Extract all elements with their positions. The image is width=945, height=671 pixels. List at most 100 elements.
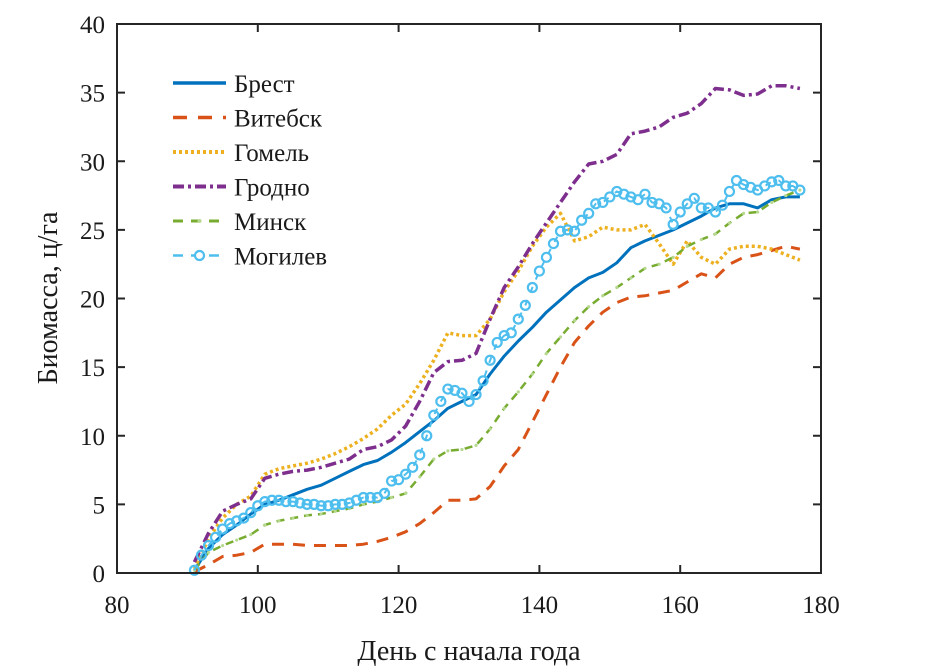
data-point: [756, 210, 760, 214]
data-point: [583, 207, 595, 220]
data-point: [699, 237, 703, 242]
x-tick-label: 80: [105, 592, 130, 619]
data-point: [322, 500, 334, 512]
data-point: [280, 496, 292, 508]
data-point: [329, 498, 341, 510]
data-point: [414, 449, 426, 461]
series-line: [193, 244, 801, 573]
data-point: [235, 538, 239, 542]
data-point: [773, 174, 785, 187]
data-point: [554, 225, 567, 237]
data-point: [709, 206, 722, 218]
series-5: [188, 174, 806, 576]
data-point: [681, 198, 693, 210]
y-tick-label: 25: [80, 218, 105, 245]
data-point: [741, 211, 746, 216]
data-point: [615, 285, 619, 290]
y-tick-label: 5: [93, 492, 106, 519]
data-point: [491, 336, 503, 349]
series-2: [192, 211, 801, 570]
x-tick-label: 100: [239, 592, 277, 619]
data-point: [540, 251, 553, 263]
x-tick-label: 160: [661, 592, 699, 619]
data-point: [629, 276, 633, 280]
data-point: [519, 299, 531, 311]
data-point: [784, 193, 788, 198]
data-point: [590, 198, 602, 210]
data-point: [301, 498, 313, 510]
legend-label: Могилев: [234, 244, 327, 271]
legend-item: Гродно: [173, 175, 310, 202]
y-tick-label: 0: [93, 561, 106, 588]
data-point: [273, 494, 285, 506]
data-point: [393, 474, 405, 486]
data-point: [646, 196, 658, 209]
data-point: [474, 443, 478, 447]
legend-item: Гомель: [173, 140, 309, 167]
legend-label: Минск: [234, 209, 307, 236]
data-point: [357, 491, 369, 504]
data-point: [305, 513, 309, 517]
legend-label: Витебск: [234, 106, 323, 133]
data-point: [568, 225, 581, 237]
data-point: [263, 523, 267, 527]
data-point: [364, 491, 377, 504]
data-point: [695, 202, 707, 214]
data-point: [477, 375, 489, 387]
data-point: [660, 202, 672, 214]
data-point: [604, 191, 616, 203]
data-point: [315, 500, 327, 512]
x-axis-label: День с начала года: [357, 636, 581, 667]
data-point: [547, 238, 560, 250]
data-point: [713, 232, 718, 236]
data-point: [308, 498, 320, 510]
data-point: [558, 335, 563, 339]
y-tick-label: 10: [80, 424, 105, 451]
data-point: [512, 313, 524, 325]
data-point: [389, 495, 394, 500]
legend-label: Брест: [234, 71, 295, 98]
data-point: [573, 318, 577, 323]
data-point: [667, 218, 679, 230]
data-point: [766, 176, 778, 188]
data-point: [361, 502, 365, 506]
data-point: [266, 494, 278, 506]
data-point: [671, 255, 675, 259]
data-point: [245, 507, 257, 519]
data-point: [456, 387, 468, 399]
series-1: [193, 244, 801, 573]
data-point: [217, 523, 229, 535]
data-point: [202, 539, 215, 552]
data-point: [798, 188, 802, 192]
data-point: [794, 184, 806, 196]
data-point: [502, 406, 506, 410]
data-point: [576, 214, 588, 226]
data-point: [657, 262, 661, 266]
data-point: [287, 496, 299, 508]
data-point: [639, 188, 651, 200]
data-point: [238, 512, 250, 524]
data-point: [277, 519, 281, 523]
data-point: [249, 532, 253, 537]
data-point: [319, 512, 323, 516]
data-point: [195, 549, 208, 561]
data-point: [385, 475, 398, 487]
ticks-layer: 80 100 120 140 160 180 0 5 10 15 20 25 30 35 40: [80, 12, 840, 619]
x-tick-label: 120: [380, 592, 418, 619]
plot-frame: [116, 23, 822, 574]
data-point: [460, 447, 464, 452]
legend-item: Минск: [173, 209, 307, 236]
data-point: [530, 372, 534, 376]
legend: Брест Витебск Гомель Гродно Минск Могилев: [173, 71, 327, 271]
data-point: [544, 351, 549, 355]
data-point: [428, 409, 440, 421]
data-point: [291, 516, 295, 520]
data-point: [780, 180, 792, 192]
series-0: [193, 195, 800, 572]
data-point: [400, 468, 412, 480]
x-tick-label: 180: [802, 592, 840, 619]
data-point: [407, 461, 419, 473]
data-point: [597, 196, 609, 209]
data-point: [674, 206, 686, 218]
series-line: [193, 188, 801, 572]
